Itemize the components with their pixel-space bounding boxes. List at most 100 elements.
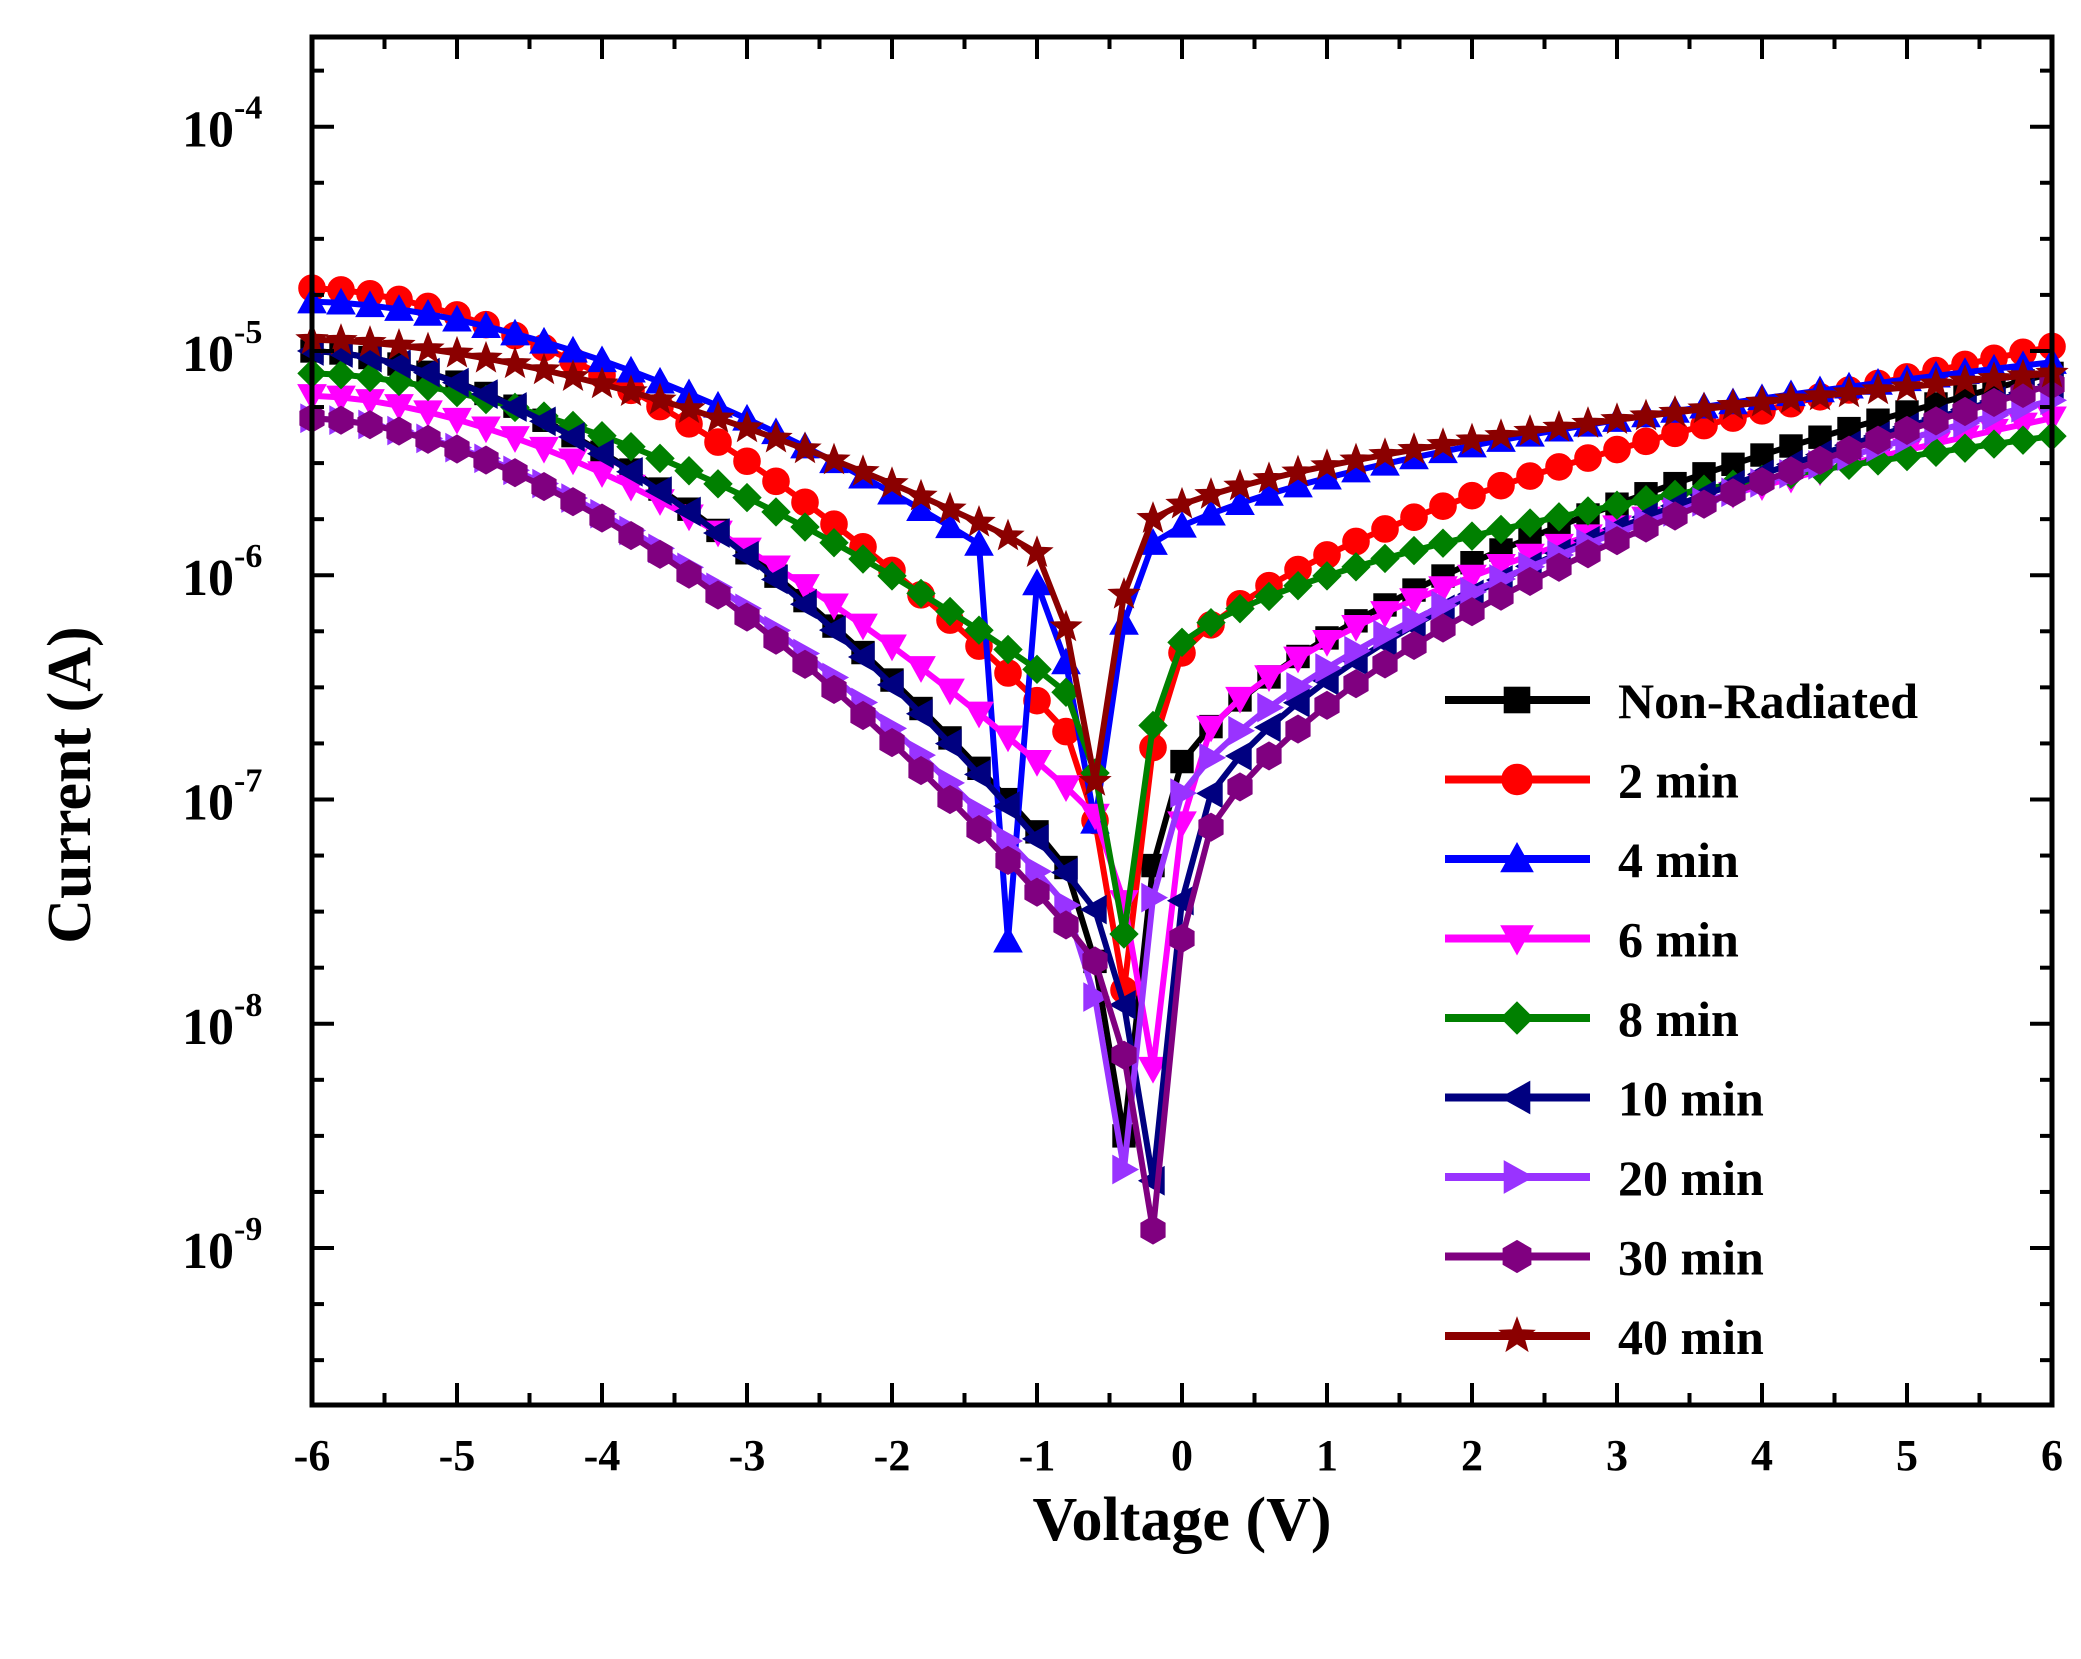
- data-point-marker: [413, 298, 443, 326]
- legend-item: 8 min: [1445, 991, 1739, 1047]
- data-point-marker: [1078, 764, 1112, 796]
- data-point-marker: [1397, 432, 1431, 464]
- data-point-marker: [357, 410, 383, 440]
- data-point-marker: [556, 359, 590, 392]
- data-point-marker: [499, 392, 527, 422]
- data-point-marker: [1225, 686, 1255, 714]
- data-point-marker: [1225, 488, 1255, 516]
- legend-item: 10 min: [1445, 1071, 1764, 1127]
- data-point-marker: [905, 698, 933, 729]
- data-point-marker: [1283, 646, 1313, 674]
- data-point-marker: [1339, 442, 1373, 475]
- data-point-marker: [1487, 471, 1515, 500]
- data-point-marker: [1253, 712, 1281, 743]
- data-point-marker: [1516, 462, 1544, 490]
- series-30-min: [299, 370, 2065, 1245]
- data-point-marker: [1109, 919, 1139, 949]
- data-point-marker: [1225, 593, 1255, 624]
- data-point-marker: [762, 467, 790, 496]
- data-point-marker: [791, 488, 819, 517]
- x-axis-title: Voltage (V): [1032, 1486, 1331, 1554]
- data-point-marker: [1310, 448, 1344, 481]
- data-point-marker: [1372, 649, 1398, 679]
- data-point-marker: [704, 428, 732, 456]
- data-point-marker: [1400, 503, 1428, 532]
- data-point-marker: [614, 374, 648, 407]
- data-point-marker: [1286, 671, 1314, 702]
- data-point-marker: [1083, 982, 1111, 1012]
- data-point-marker: [1455, 422, 1489, 455]
- data-point-marker: [1169, 923, 1195, 953]
- data-point-marker: [1542, 409, 1576, 442]
- data-point-marker: [1923, 406, 1949, 436]
- data-point-marker: [1981, 387, 2007, 417]
- data-point-marker: [500, 318, 530, 346]
- data-point-marker: [647, 539, 673, 569]
- data-point-marker: [1049, 609, 1083, 642]
- data-point-marker: [498, 346, 532, 379]
- data-point-marker: [529, 436, 559, 464]
- data-point-marker: [586, 438, 614, 469]
- data-point-marker: [1283, 470, 1313, 498]
- data-point-marker: [1199, 742, 1227, 773]
- data-point-marker: [674, 456, 704, 486]
- data-point-marker: [672, 391, 706, 424]
- data-point-marker: [935, 678, 965, 706]
- data-point-marker: [1500, 925, 1534, 956]
- legend-item: Non-Radiated: [1445, 673, 1918, 729]
- data-point-marker: [1079, 894, 1107, 925]
- data-point-marker: [1195, 778, 1223, 809]
- series-8-min: [297, 358, 2067, 949]
- data-point-marker: [1341, 552, 1371, 582]
- data-point-marker: [1459, 597, 1485, 627]
- data-point-marker: [1373, 619, 1401, 650]
- data-point-marker: [1167, 510, 1197, 538]
- data-point-marker: [557, 422, 585, 452]
- data-point-marker: [1198, 812, 1224, 842]
- data-point-marker: [1343, 669, 1369, 699]
- y-tick-label: 10-5: [182, 314, 262, 383]
- data-point-marker: [558, 448, 588, 476]
- data-point-marker: [1571, 406, 1605, 438]
- data-point-marker: [788, 431, 822, 464]
- data-point-marker: [1662, 501, 1688, 531]
- data-point-marker: [1430, 613, 1456, 643]
- data-point-marker: [326, 359, 356, 390]
- data-point-marker: [1194, 477, 1228, 509]
- data-point-marker: [1053, 910, 1079, 940]
- data-point-marker: [877, 561, 907, 591]
- data-point-marker: [440, 335, 474, 368]
- data-point-marker: [1399, 588, 1429, 615]
- data-point-marker: [615, 456, 643, 487]
- legend-label: 6 min: [1618, 912, 1739, 968]
- data-point-marker: [818, 615, 846, 645]
- data-point-marker: [1484, 418, 1518, 450]
- data-point-marker: [792, 649, 818, 679]
- data-point-marker: [1314, 690, 1340, 720]
- data-point-marker: [1574, 444, 1602, 472]
- x-tick-label: 0: [1171, 1431, 1193, 1480]
- data-point-marker: [1368, 437, 1402, 469]
- data-point-marker: [817, 442, 851, 475]
- data-point-marker: [1429, 492, 1457, 520]
- data-point-marker: [701, 400, 735, 433]
- data-point-marker: [1399, 535, 1429, 566]
- data-point-marker: [442, 304, 472, 332]
- data-point-marker: [1498, 1316, 1536, 1353]
- data-point-marker: [1082, 946, 1108, 976]
- x-tick-label: -2: [874, 1431, 911, 1480]
- data-point-marker: [2008, 425, 2038, 455]
- data-point-marker: [645, 443, 675, 474]
- data-point-marker: [731, 540, 759, 571]
- x-tick-label: -4: [584, 1431, 621, 1480]
- data-point-marker: [821, 674, 847, 704]
- data-point-marker: [995, 845, 1021, 875]
- data-point-marker: [966, 815, 992, 845]
- data-point-marker: [2006, 358, 2040, 391]
- data-point-marker: [1138, 710, 1168, 741]
- data-point-marker: [1020, 535, 1054, 567]
- data-point-marker: [1604, 526, 1630, 556]
- data-point-marker: [1573, 496, 1603, 526]
- legend-label: 4 min: [1618, 832, 1739, 888]
